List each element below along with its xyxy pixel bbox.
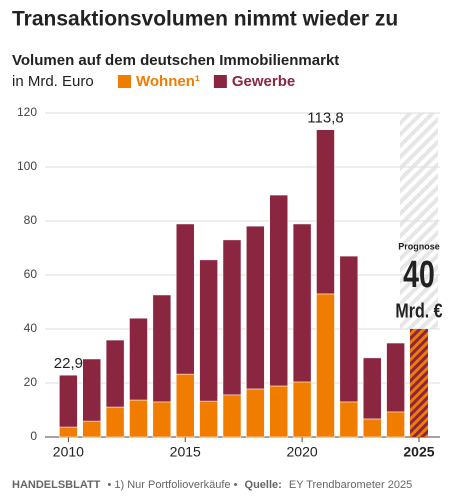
y-tick-label: 80 (24, 213, 38, 227)
bar-segment (129, 399, 148, 438)
x-tick-label: 2025 (403, 444, 434, 460)
legend: Wohnen¹ Gewerbe (118, 73, 295, 90)
bar-segment (175, 223, 195, 375)
bar-segment (105, 406, 125, 438)
bar-segment (316, 129, 335, 295)
legend-swatch (118, 75, 131, 88)
bar-segment (246, 225, 265, 390)
bar-segment (199, 400, 218, 438)
bar-segment (316, 293, 335, 438)
footer-note: • 1) Nur Portfolioverkäufe • (107, 479, 237, 491)
y-tick-label: 120 (17, 105, 37, 119)
bar-segment (246, 388, 265, 438)
bar-segment (222, 394, 242, 438)
bar-segment (199, 259, 218, 402)
y-tick-label: 40 (24, 321, 38, 335)
bar-segment (152, 294, 172, 403)
bar-segment (269, 194, 288, 387)
bar-segment (386, 342, 405, 413)
y-tick-label: 0 (30, 429, 37, 443)
x-tick-label: 2020 (287, 444, 318, 460)
bar-segment (339, 255, 359, 403)
bar-segment (105, 339, 125, 408)
forecast-bar (409, 329, 428, 437)
x-tick-label: 2010 (53, 444, 84, 460)
y-tick-label: 100 (17, 159, 37, 173)
legend-swatch (213, 75, 227, 88)
y-axis-label: in Mrd. Euro (12, 73, 94, 90)
bar-segment (82, 358, 101, 422)
legend-label: Gewerbe (232, 73, 295, 90)
bar-segment (175, 373, 195, 438)
chart-subtitle: Volumen auf dem deutschen Immobilienmark… (12, 52, 339, 69)
forecast-label: Prognose (398, 241, 440, 251)
plot: 0 20 40 60 80 100 120 2010 2015 2020 2025 Prognose 4… (17, 105, 443, 460)
value-label: 113,8 (307, 110, 343, 127)
forecast-unit: Mrd. € (395, 300, 442, 322)
legend-label: Wohnen¹ (136, 73, 200, 90)
y-tick-label: 60 (24, 267, 38, 281)
footer-source: EY Trendbarometer 2025 (289, 479, 412, 491)
bar-segment (339, 401, 359, 438)
bar-segment (386, 411, 405, 438)
value-label: 22,9 (54, 355, 83, 372)
footer-source-label: Quelle: (245, 479, 282, 491)
forecast-value: 40 (403, 254, 435, 296)
footer-brand: HANDELSBLATT (12, 479, 101, 491)
bar-segment (362, 418, 382, 438)
bar-segment (362, 357, 382, 420)
bar-segment (292, 223, 312, 383)
bar-segment (269, 385, 288, 438)
bar-segment (152, 401, 172, 438)
chart-title: Transaktionsvolumen nimmt wieder zu (12, 8, 398, 31)
bar-segment (222, 239, 242, 396)
bar-segment (82, 420, 101, 438)
bar-segment (292, 381, 312, 438)
bar-segment (59, 426, 78, 438)
y-tick-label: 20 (24, 375, 38, 389)
bar-segment (59, 374, 78, 428)
bar-segment (129, 317, 148, 401)
footer: HANDELSBLATT • 1) Nur Portfolioverkäufe … (12, 479, 412, 491)
x-tick-label: 2015 (170, 444, 201, 460)
